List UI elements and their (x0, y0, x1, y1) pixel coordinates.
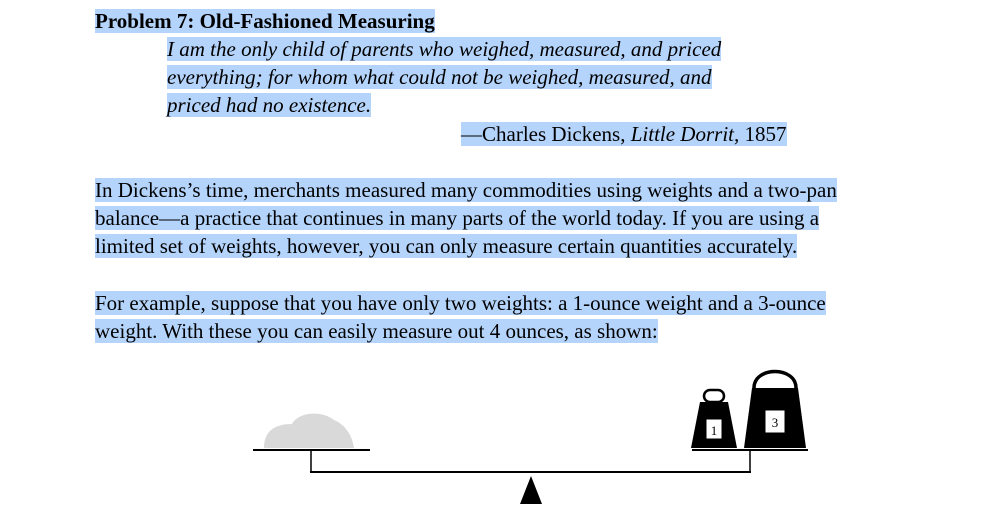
paragraph-line-text: limited set of weights, however, you can… (95, 234, 798, 258)
problem-title: Problem 7: Old-Fashioned Measuring (95, 8, 435, 34)
paragraph-line-text: In Dickens’s time, merchants measured ma… (95, 178, 837, 202)
commodity-pile (264, 413, 354, 448)
paragraph-line-text: For example, suppose that you have only … (95, 291, 826, 315)
weight-large-label: 3 (772, 415, 779, 430)
weight-1-ounce: 1 (691, 388, 737, 448)
weight-3-ounce: 3 (744, 369, 806, 448)
paragraph-line: For example, suppose that you have only … (95, 290, 826, 316)
paragraph-line: limited set of weights, however, you can… (95, 233, 798, 259)
fulcrum (520, 476, 542, 504)
attribution-author: —Charles Dickens, (461, 122, 631, 146)
epigraph-line: everything; for whom what could not be w… (167, 64, 712, 90)
problem-title-text: Problem 7: Old-Fashioned Measuring (95, 9, 435, 33)
paragraph-line-text: balance—a practice that continues in man… (95, 206, 820, 230)
attribution-year: 1857 (739, 122, 787, 146)
epigraph-line-text: priced had no existence. (167, 93, 372, 117)
attribution-book: Little Dorrit, (630, 122, 740, 146)
epigraph-line: priced had no existence. (167, 92, 372, 118)
paragraph-line: In Dickens’s time, merchants measured ma… (95, 177, 837, 203)
epigraph-line-text: I am the only child of parents who weigh… (167, 37, 722, 61)
paragraph-line: balance—a practice that continues in man… (95, 205, 820, 231)
epigraph-line: I am the only child of parents who weigh… (167, 36, 722, 62)
balance-scale-figure: 1 3 (253, 369, 808, 504)
attribution-text: —Charles Dickens, Little Dorrit, 1857 (461, 122, 787, 146)
paragraph-line-text: weight. With these you can easily measur… (95, 319, 658, 343)
epigraph-line-text: everything; for whom what could not be w… (167, 65, 712, 89)
paragraph-line: weight. With these you can easily measur… (95, 318, 658, 344)
epigraph-attribution: —Charles Dickens, Little Dorrit, 1857 (461, 121, 787, 147)
weight-small-label: 1 (711, 423, 718, 438)
